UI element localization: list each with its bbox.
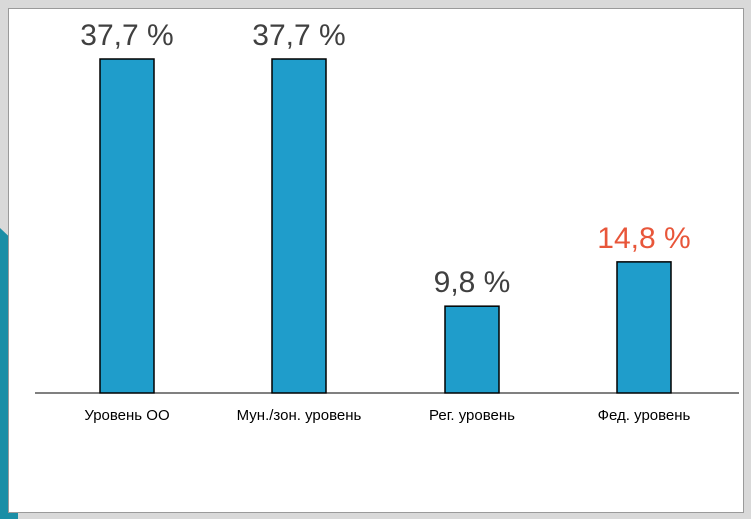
bar-3: [444, 305, 500, 394]
value-label-2: 37,7 %: [252, 19, 345, 52]
category-label-2: Мун./зон. уровень: [237, 407, 362, 424]
value-label-3: 9,8 %: [434, 266, 511, 299]
bar-chart: 37,7 % Уровень ОО 37,7 % Мун./зон. уровень 9…: [35, 19, 739, 424]
bar-4: [616, 261, 672, 394]
category-label-3: Рег. уровень: [429, 407, 515, 424]
category-label-1: Уровень ОО: [84, 407, 169, 424]
chart-panel: 37,7 % Уровень ОО 37,7 % Мун./зон. уровень 9…: [8, 8, 744, 513]
bar-2: [271, 58, 327, 394]
bar-1: [99, 58, 155, 394]
value-label-1: 37,7 %: [80, 19, 173, 52]
value-label-4: 14,8 %: [597, 222, 690, 255]
category-label-4: Фед. уровень: [598, 407, 691, 424]
